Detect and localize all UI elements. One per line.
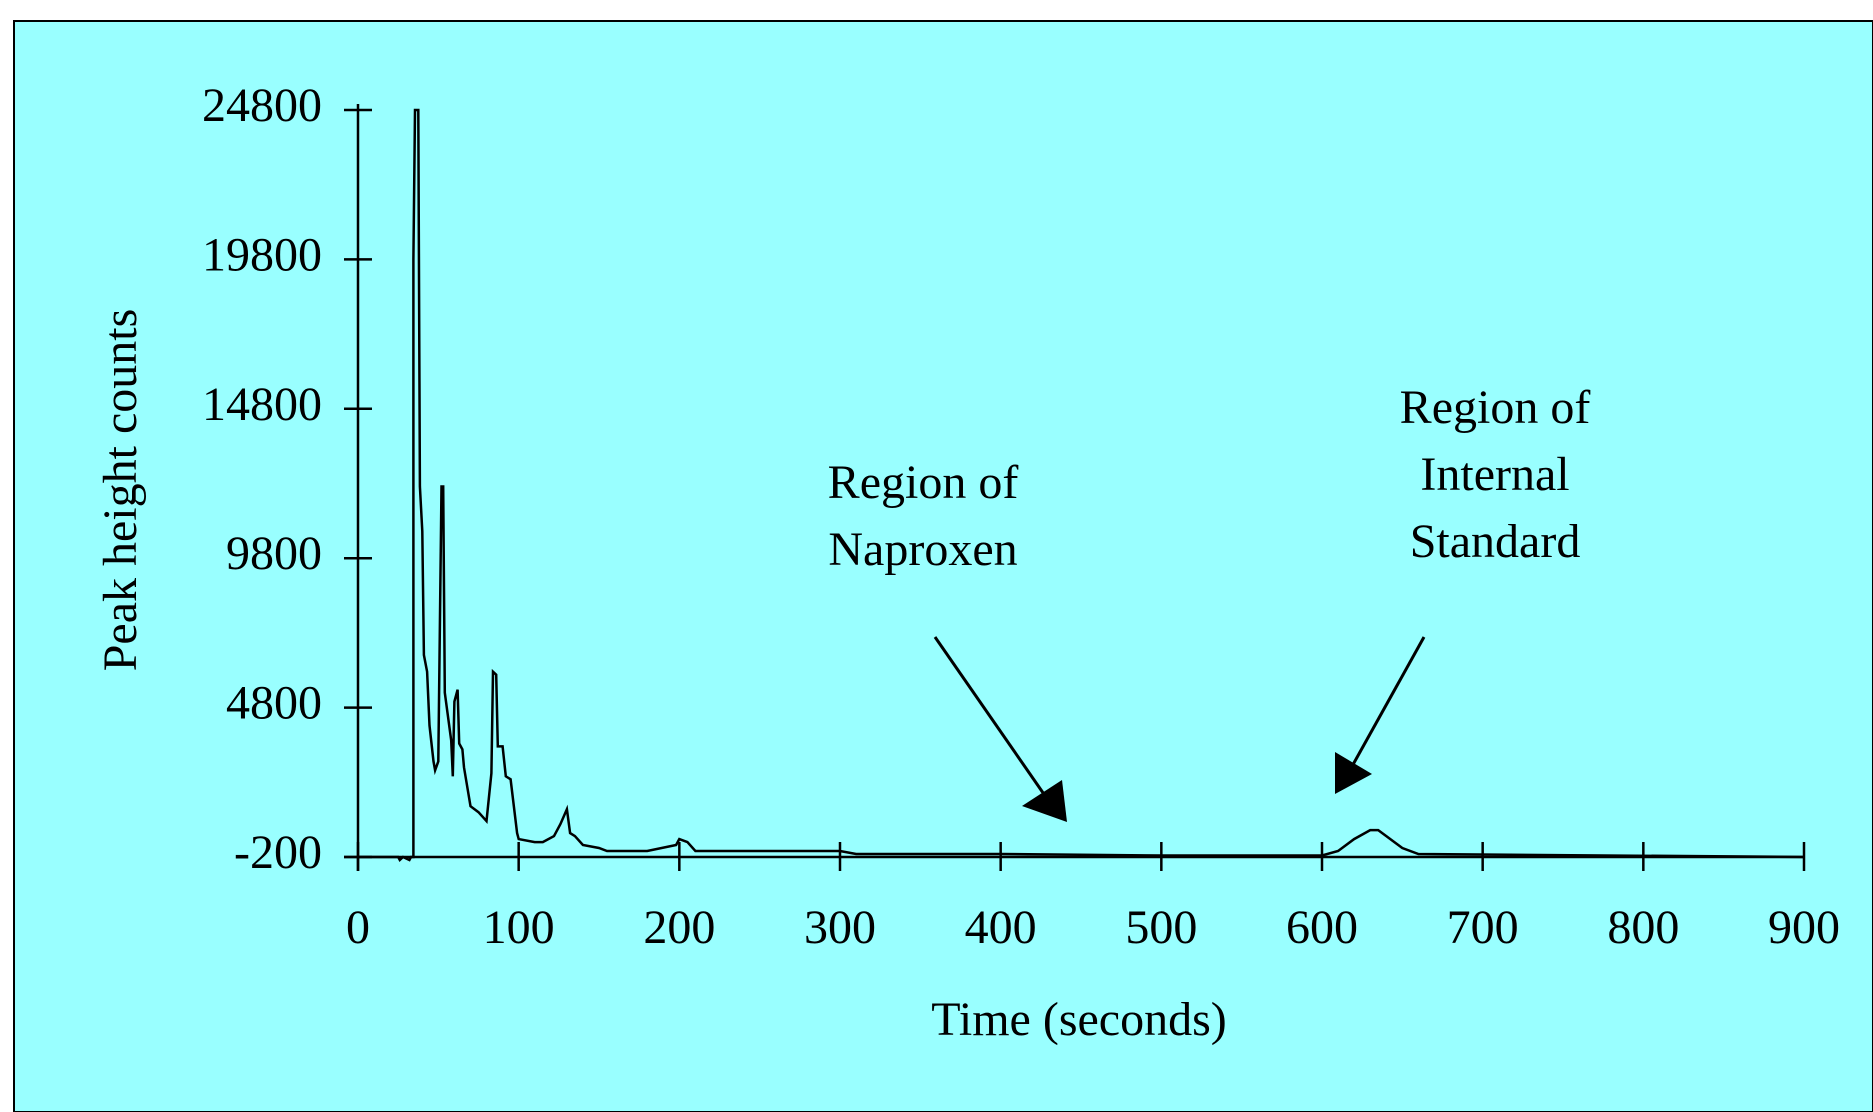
arrow-shaft xyxy=(1348,636,1426,771)
arrow-head xyxy=(1335,752,1372,794)
y-tick-label: 4800 xyxy=(226,677,322,730)
y-tick-label: 9800 xyxy=(226,527,322,580)
x-tick-label: 0 xyxy=(346,901,370,954)
x-tick-label: 600 xyxy=(1286,901,1358,954)
annotation: Standard xyxy=(1410,515,1581,568)
y-tick-label: 14800 xyxy=(202,378,322,431)
x-tick-label: 300 xyxy=(804,901,876,954)
annotation: Region of xyxy=(828,456,1019,509)
x-tick-label: 500 xyxy=(1125,901,1197,954)
x-tick-label: 800 xyxy=(1607,901,1679,954)
arrow-head xyxy=(1022,780,1067,822)
arrows xyxy=(933,636,1426,822)
y-tick-label: -200 xyxy=(234,826,322,879)
y-tick-label: 24800 xyxy=(202,79,322,132)
annotation: Region of xyxy=(1400,381,1591,434)
y-axis-title: Peak height counts xyxy=(94,309,147,672)
annotation: Internal xyxy=(1420,448,1569,501)
x-tick-label: 200 xyxy=(643,901,715,954)
plot-background xyxy=(13,20,1873,1112)
x-tick-label: 700 xyxy=(1447,901,1519,954)
data-line xyxy=(358,108,1805,863)
x-axis-title: Time (seconds) xyxy=(931,993,1227,1046)
x-tick-label: 400 xyxy=(965,901,1037,954)
y-tick-label: 19800 xyxy=(202,228,322,281)
x-tick-label: 900 xyxy=(1768,901,1840,954)
annotation: Naproxen xyxy=(828,523,1017,576)
x-tick-label: 100 xyxy=(483,901,555,954)
arrow-shaft xyxy=(933,636,1050,801)
